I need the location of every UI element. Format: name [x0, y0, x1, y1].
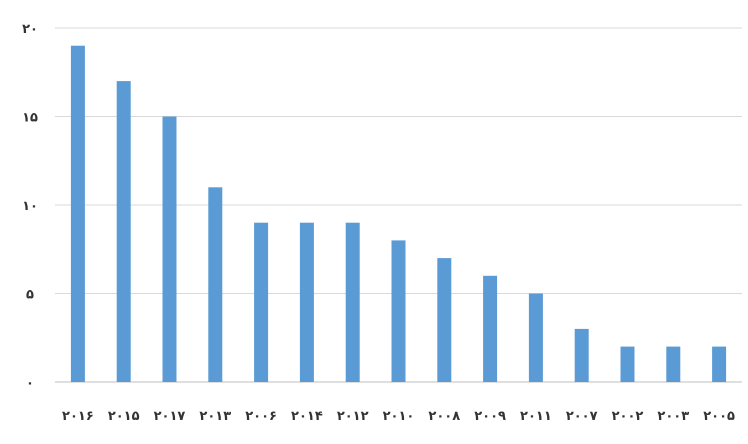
y-tick-label: ۱۰	[22, 199, 38, 214]
x-tick-label: ۲۰۱۷	[154, 409, 186, 424]
x-tick-label: ۲۰۱۳	[199, 409, 231, 424]
x-axis-ticks: ۲۰۱۶ ۲۰۱۵ ۲۰۱۷ ۲۰۱۳ ۲۰۰۶ ۲۰۱۴ ۲۰۱۲ ۲۰۱۰ ۲۰۰۸ ۲۰۰۹…	[62, 409, 735, 424]
x-tick-label: ۲۰۰۷	[566, 409, 598, 424]
x-tick-label: ۲۰۱۱	[520, 409, 552, 424]
bars	[70, 45, 727, 382]
bar	[437, 258, 452, 382]
x-tick-label: ۲۰۱۵	[108, 409, 140, 424]
bar	[70, 45, 85, 382]
x-tick-label: ۲۰۰۲	[612, 409, 644, 424]
y-tick-label: ۲۰	[22, 22, 38, 37]
y-tick-label: ۰	[26, 376, 34, 391]
x-tick-label: ۲۰۰۶	[245, 409, 277, 424]
y-tick-label: ۵	[26, 288, 34, 303]
x-tick-label: ۲۰۱۴	[291, 409, 323, 424]
y-tick-label: ۱۵	[22, 111, 38, 126]
x-tick-label: ۲۰۱۲	[337, 409, 369, 424]
x-tick-label: ۲۰۰۵	[703, 409, 735, 424]
x-tick-label: ۲۰۰۹	[474, 409, 506, 424]
bar	[116, 81, 131, 382]
x-tick-label: ۲۰۱۰	[383, 409, 415, 424]
bar	[620, 346, 635, 382]
bar	[666, 346, 681, 382]
x-tick-label: ۲۰۱۶	[62, 409, 94, 424]
bar	[162, 116, 177, 382]
bar	[712, 346, 727, 382]
y-axis-ticks: ۰ ۵ ۱۰ ۱۵ ۲۰	[22, 22, 38, 391]
bar	[574, 328, 589, 382]
x-tick-label: ۲۰۰۸	[428, 409, 460, 424]
bar	[391, 240, 406, 382]
bar	[528, 293, 543, 382]
x-tick-label: ۲۰۰۳	[657, 409, 689, 424]
bar	[345, 222, 360, 382]
bar	[254, 222, 269, 382]
bar	[299, 222, 314, 382]
bar	[208, 187, 223, 382]
bar	[483, 275, 498, 382]
